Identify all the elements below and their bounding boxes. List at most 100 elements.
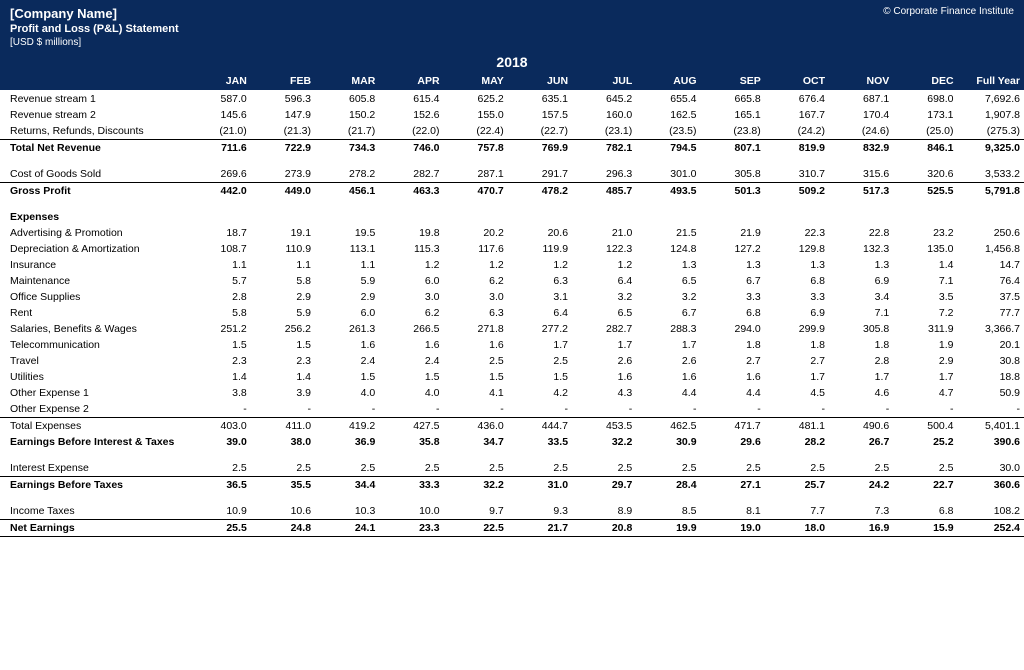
cell-value: 6.7: [701, 273, 765, 289]
cell-value: 3.1: [508, 289, 572, 305]
cell-value: 819.9: [765, 140, 829, 157]
cell-value: 2.7: [701, 353, 765, 369]
cell-value: 8.5: [636, 503, 700, 520]
pnl-table: 2018 JANFEBMARAPRMAYJUNJULAUGSEPOCTNOVDE…: [0, 52, 1024, 537]
cell-value: 29.7: [572, 477, 636, 494]
cell-value: 33.3: [379, 477, 443, 494]
cell-value: 525.5: [893, 183, 957, 200]
table-row: Returns, Refunds, Discounts(21.0)(21.3)(…: [0, 123, 1024, 140]
cell-value: 34.7: [444, 434, 508, 450]
cell-value: 8.9: [572, 503, 636, 520]
cell-value: 1.4: [893, 257, 957, 273]
cell-value: 5.8: [187, 305, 251, 321]
cell-value: 7.2: [893, 305, 957, 321]
cell-value: 14.7: [958, 257, 1024, 273]
cell-value: 28.2: [765, 434, 829, 450]
cell-value: 2.5: [893, 460, 957, 477]
cell-value: 7.1: [829, 305, 893, 321]
cell-value: 115.3: [379, 241, 443, 257]
row-label: Advertising & Promotion: [0, 225, 187, 241]
cell-value: 1.1: [251, 257, 315, 273]
cell-value: 1.3: [636, 257, 700, 273]
cell-value: 145.6: [187, 107, 251, 123]
cell-value: 37.5: [958, 289, 1024, 305]
cell-value: 7,692.6: [958, 91, 1024, 108]
cell-value: 2.5: [187, 460, 251, 477]
cell-value: 490.6: [829, 418, 893, 435]
row-label: Other Expense 1: [0, 385, 187, 401]
cell-value: 252.4: [958, 520, 1024, 537]
cell-value: 1.5: [379, 369, 443, 385]
cell-value: 2.8: [187, 289, 251, 305]
cell-value: 24.2: [829, 477, 893, 494]
cell-value: 444.7: [508, 418, 572, 435]
cell-value: 155.0: [444, 107, 508, 123]
cell-value: 22.8: [829, 225, 893, 241]
cell-value: 832.9: [829, 140, 893, 157]
cell-value: 135.0: [893, 241, 957, 257]
table-row: Office Supplies2.82.92.93.03.03.13.23.23…: [0, 289, 1024, 305]
cell-value: 1.6: [379, 337, 443, 353]
cell-value: 10.6: [251, 503, 315, 520]
table-row: Telecommunication1.51.51.61.61.61.71.71.…: [0, 337, 1024, 353]
cell-value: 3.0: [444, 289, 508, 305]
cell-value: 6.5: [636, 273, 700, 289]
cell-value: 1.7: [636, 337, 700, 353]
cell-value: 7.1: [893, 273, 957, 289]
cell-value: 30.0: [958, 460, 1024, 477]
cell-value: 77.7: [958, 305, 1024, 321]
cell-value: 124.8: [636, 241, 700, 257]
cell-value: 509.2: [765, 183, 829, 200]
cell-value: 481.1: [765, 418, 829, 435]
cell-value: 1.4: [187, 369, 251, 385]
cell-value: 29.6: [701, 434, 765, 450]
cell-value: 6.8: [893, 503, 957, 520]
row-label: Office Supplies: [0, 289, 187, 305]
row-label: Total Net Revenue: [0, 140, 187, 157]
column-header: SEP: [701, 72, 765, 91]
cell-value: 463.3: [379, 183, 443, 200]
cell-value: 113.1: [315, 241, 379, 257]
cell-value: 605.8: [315, 91, 379, 108]
cell-value: 625.2: [444, 91, 508, 108]
cell-value: 170.4: [829, 107, 893, 123]
table-row: Income Taxes10.910.610.310.09.79.38.98.5…: [0, 503, 1024, 520]
cell-value: 1.6: [572, 369, 636, 385]
cell-value: 746.0: [379, 140, 443, 157]
cell-value: 271.8: [444, 321, 508, 337]
column-header: NOV: [829, 72, 893, 91]
cell-value: 117.6: [444, 241, 508, 257]
cell-value: 301.0: [636, 166, 700, 183]
column-header: FEB: [251, 72, 315, 91]
cell-value: 1.5: [251, 337, 315, 353]
column-header: JUL: [572, 72, 636, 91]
cell-value: 6.5: [572, 305, 636, 321]
cell-value: 517.3: [829, 183, 893, 200]
cell-value: 3.5: [893, 289, 957, 305]
table-row: Rent5.85.96.06.26.36.46.56.76.86.97.17.2…: [0, 305, 1024, 321]
cell-value: 645.2: [572, 91, 636, 108]
cell-value: 1.3: [701, 257, 765, 273]
cell-value: 2.5: [315, 460, 379, 477]
cell-value: 807.1: [701, 140, 765, 157]
cell-value: -: [701, 401, 765, 418]
cell-value: -: [379, 401, 443, 418]
cell-value: (21.7): [315, 123, 379, 140]
cell-value: 470.7: [444, 183, 508, 200]
cell-value: 7.3: [829, 503, 893, 520]
cell-value: 2.9: [315, 289, 379, 305]
cell-value: 500.4: [893, 418, 957, 435]
cell-value: 18.8: [958, 369, 1024, 385]
column-header: APR: [379, 72, 443, 91]
cell-value: (23.5): [636, 123, 700, 140]
cell-value: 493.5: [636, 183, 700, 200]
table-row: Insurance1.11.11.11.21.21.21.21.31.31.31…: [0, 257, 1024, 273]
cell-value: 24.8: [251, 520, 315, 537]
row-label: Telecommunication: [0, 337, 187, 353]
cell-value: 2.4: [315, 353, 379, 369]
cell-value: 1.8: [829, 337, 893, 353]
cell-value: 150.2: [315, 107, 379, 123]
cell-value: 687.1: [829, 91, 893, 108]
cell-value: (275.3): [958, 123, 1024, 140]
row-label: Returns, Refunds, Discounts: [0, 123, 187, 140]
